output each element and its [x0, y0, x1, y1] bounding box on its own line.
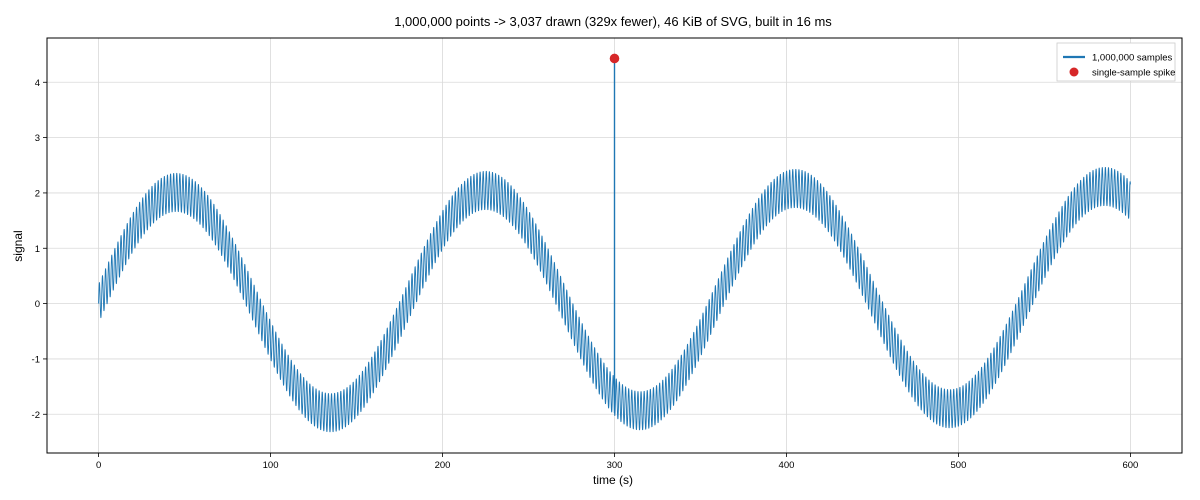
x-tick-label: 200: [435, 460, 451, 471]
legend-dot-swatch: [1069, 67, 1079, 77]
legend: 1,000,000 samples single-sample spike: [1056, 42, 1175, 82]
y-tick-label: -2: [32, 410, 40, 421]
x-tick-label: 300: [607, 460, 623, 471]
chart-title: 1,000,000 points -> 3,037 drawn (329x fe…: [394, 14, 832, 29]
x-tick-label: 100: [263, 460, 279, 471]
y-tick-label: 0: [35, 299, 40, 310]
x-tick-label: 400: [779, 460, 795, 471]
x-axis-label: time (s): [593, 473, 633, 487]
y-axis-label: signal: [11, 230, 25, 261]
data-layer: [98, 53, 1131, 433]
y-tick-label: 1: [35, 244, 40, 255]
x-tick-label: 600: [1122, 460, 1138, 471]
x-tick-label: 0: [96, 460, 101, 471]
y-tick-label: 4: [35, 78, 40, 89]
x-tick-label: 500: [951, 460, 967, 471]
y-tick-label: -1: [32, 354, 40, 365]
legend-label-spike: single-sample spike: [1092, 68, 1175, 79]
axis-ticks: 0 100 200 300 400 500 600 -2 -1 0 1 2 3 4: [32, 78, 1139, 471]
spike-point: [609, 53, 620, 64]
y-tick-label: 2: [35, 188, 40, 199]
legend-label-samples: 1,000,000 samples: [1092, 53, 1173, 64]
y-tick-label: 3: [35, 133, 40, 144]
